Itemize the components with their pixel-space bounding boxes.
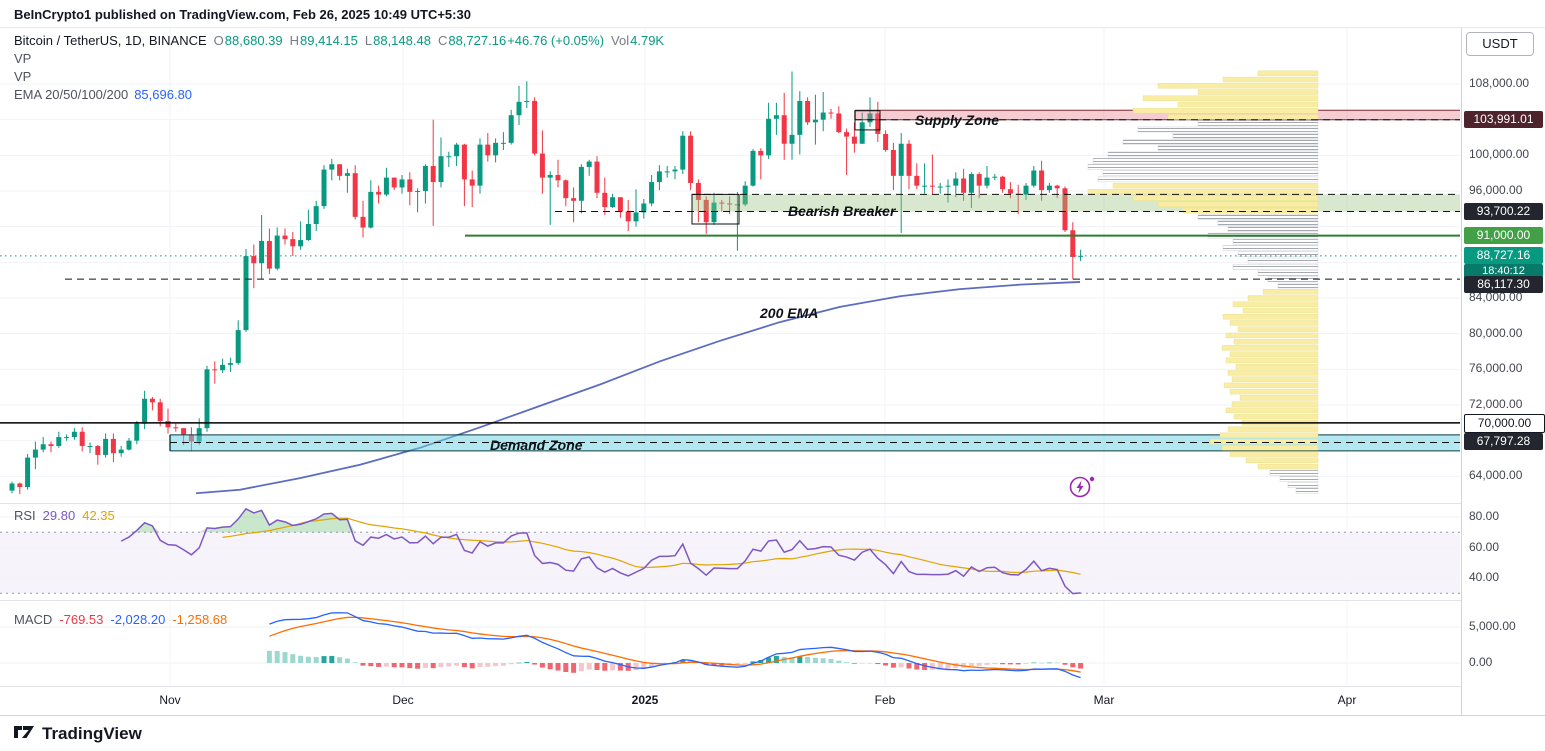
macd-label: MACD	[14, 612, 53, 627]
rsi-band	[0, 532, 1460, 594]
rsi-tick-label: 40.00	[1469, 570, 1500, 584]
price-tick-label: 108,000.00	[1469, 76, 1530, 90]
macd-histogram	[266, 650, 1084, 673]
rsi-tick-label: 60.00	[1469, 539, 1500, 554]
publication-title: BeInCrypto1 published on TradingView.com…	[14, 7, 471, 22]
low-value: 88,148.48	[373, 33, 431, 48]
price-badge: 103,991.01	[1464, 110, 1543, 128]
time-axis[interactable]: Nov Dec 2025 Feb Mar Apr	[0, 687, 1460, 714]
rsi-line	[120, 507, 1081, 595]
rsi-ma-line	[222, 517, 1081, 575]
annotation-demand-zone: Demand Zone	[490, 437, 583, 453]
rsi-label: RSI	[14, 508, 36, 523]
levels-layer	[0, 110, 1460, 443]
symbol-row: Bitcoin / TetherUS, 1D, BINANCE O88,680.3…	[14, 33, 664, 51]
time-tick-apr: Apr	[1337, 693, 1357, 707]
macd-hist-value: -769.53	[59, 612, 104, 627]
indicator-row-vp-1[interactable]: VP	[14, 51, 664, 69]
macd-line	[269, 612, 1081, 679]
price-badge: 88,727.16	[1464, 246, 1543, 264]
rsi-ma-value: 42.35	[82, 508, 115, 523]
high-label: H	[289, 33, 300, 48]
footer: TradingView	[0, 715, 1545, 751]
price-tick-label: 80,000.00	[1469, 325, 1523, 340]
price-badge: 86,117.30	[1464, 276, 1543, 294]
vp-indicator-label: VP	[14, 51, 32, 66]
price-tick-label: 64,000.00	[1469, 468, 1523, 483]
indicator-row-vp-2[interactable]: VP	[14, 69, 664, 87]
supply-zone	[855, 110, 1460, 120]
rsi-legend[interactable]: RSI 29.80 42.35	[14, 508, 115, 523]
demand-zone	[170, 434, 1460, 451]
pane-separator[interactable]	[0, 600, 1545, 601]
price-badge: 70,000.00	[1464, 413, 1545, 433]
macd-legend[interactable]: MACD -769.53 -2,028.20 -1,258.68	[14, 612, 227, 627]
tradingview-logo-icon[interactable]	[12, 719, 36, 748]
annotation-200-ema: 200 EMA	[759, 305, 818, 321]
macd-signal-value: -1,258.68	[172, 612, 228, 627]
high-value: 89,414.15	[300, 33, 358, 48]
time-tick-dec: Dec	[392, 693, 414, 707]
close-label: C	[437, 33, 448, 48]
ema-indicator-label: EMA 20/50/100/200	[14, 87, 129, 102]
price-tick-label: 100,000.00	[1469, 147, 1530, 162]
chart-legend: Bitcoin / TetherUS, 1D, BINANCE O88,680.3…	[14, 33, 664, 105]
time-tick-mar: Mar	[1093, 693, 1115, 707]
open-label: O	[213, 33, 224, 48]
time-tick-feb: Feb	[874, 693, 896, 707]
rsi-pane[interactable]	[0, 504, 1460, 600]
vp-indicator-label: VP	[14, 69, 32, 84]
pane-separator	[0, 686, 1545, 687]
flash-idea-icon[interactable]	[1068, 474, 1098, 500]
publication-header: BeInCrypto1 published on TradingView.com…	[0, 0, 1545, 28]
time-tick-2025: 2025	[631, 693, 659, 707]
price-badge: 93,700.22	[1464, 202, 1543, 220]
order-block-box	[691, 193, 740, 225]
price-tick-label: 72,000.00	[1469, 397, 1523, 411]
candles-layer	[9, 71, 1084, 495]
ema200-line	[195, 281, 1081, 495]
time-tick-nov: Nov	[159, 693, 181, 707]
ema-indicator-value: 85,696.80	[134, 87, 193, 102]
open-value: 88,680.39	[224, 33, 283, 48]
price-tick-label: 84,000.00	[1469, 290, 1523, 304]
volume-profile-layer	[1087, 70, 1319, 494]
price-tick-label: 76,000.00	[1469, 361, 1523, 376]
symbol-title[interactable]: Bitcoin / TetherUS, 1D, BINANCE	[14, 33, 207, 48]
price-badge: 91,000.00	[1464, 226, 1543, 244]
close-value: 88,727.16	[448, 33, 507, 48]
countdown-badge: 18:40:12	[1464, 263, 1543, 278]
order-block-box	[854, 110, 881, 131]
macd-pane[interactable]	[0, 601, 1460, 686]
price-badge: 67,797.28	[1464, 433, 1543, 451]
volume-label: Vol	[611, 33, 630, 48]
annotation-supply-zone: Supply Zone	[915, 112, 999, 128]
rsi-overbought-fill	[129, 508, 356, 533]
rsi-value: 29.80	[42, 508, 76, 523]
macd-tick-label: 0.00	[1469, 655, 1493, 669]
indicator-row-ema[interactable]: EMA 20/50/100/200 85,696.80	[14, 87, 664, 105]
price-chart-pane[interactable]: Supply Zone Bearish Breaker 200 EMA Demand …	[0, 28, 1460, 503]
macd-line-value: -2,028.20	[110, 612, 166, 627]
rsi-tick-label: 80.00	[1469, 509, 1500, 523]
macd-tick-label: 5,000.00	[1469, 619, 1516, 633]
annotation-bearish-breaker: Bearish Breaker	[788, 203, 897, 219]
macd-signal-line	[269, 616, 1081, 673]
tradingview-brand[interactable]: TradingView	[42, 723, 142, 743]
price-axis[interactable]: USDT 108,000.00 100,000.00 96,000.00 84,000…	[1461, 28, 1545, 715]
change-value: +46.76 (+0.05%)	[507, 33, 605, 48]
volume-value: 4.79K	[630, 33, 665, 48]
pane-separator[interactable]	[0, 503, 1545, 504]
price-tick-label: 96,000.00	[1469, 183, 1523, 197]
low-label: L	[364, 33, 373, 48]
currency-button[interactable]: USDT	[1466, 32, 1534, 56]
